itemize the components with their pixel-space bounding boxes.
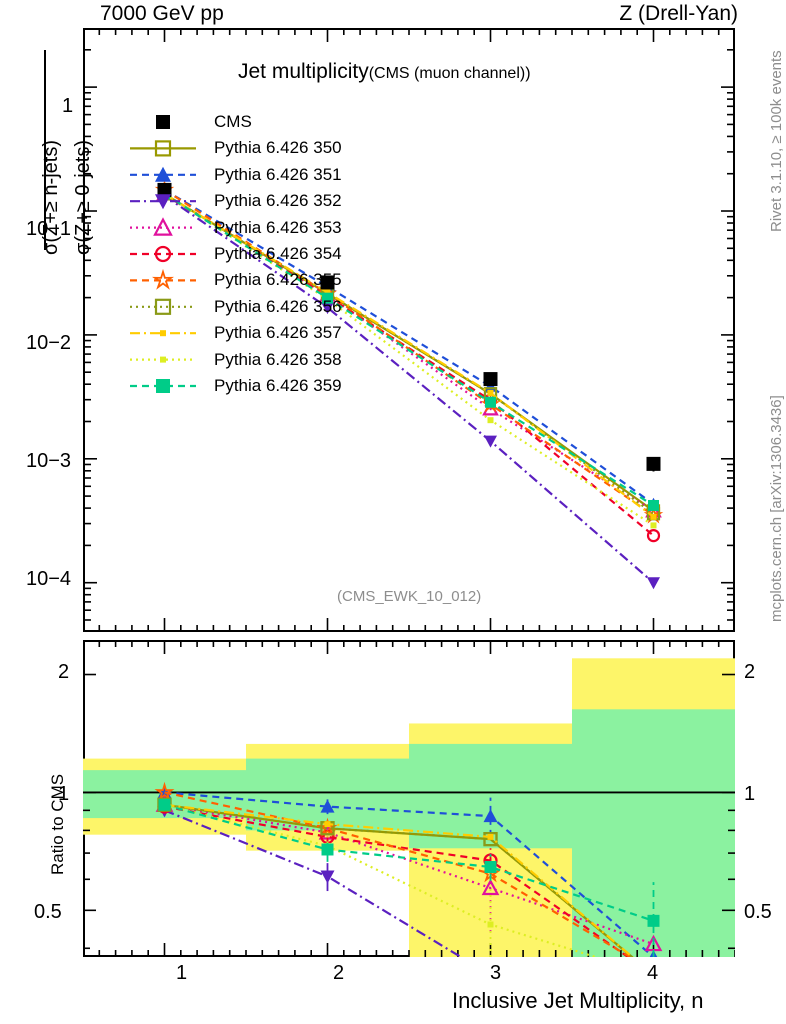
rivet-version-caption: Rivet 3.1.10, ≥ 100k events bbox=[768, 50, 785, 232]
main-panel-plot bbox=[83, 28, 735, 632]
legend-entry-9: Pythia 6.426 358 bbox=[214, 349, 342, 369]
fraction-bar bbox=[44, 50, 46, 250]
header-right: Z (Drell-Yan) bbox=[619, 2, 738, 25]
main-ylabel: σ(Z+≥ n-jets) σ(Z+≥ 0-jets) bbox=[10, 30, 94, 330]
ratio-xtick-1: 2 bbox=[333, 962, 345, 984]
main-ytick-2: 10−2 bbox=[26, 332, 72, 354]
header-left: 7000 GeV pp bbox=[100, 2, 224, 25]
ratio-xtick-2: 3 bbox=[490, 962, 502, 984]
legend-entry-10: Pythia 6.426 359 bbox=[214, 376, 342, 395]
legend-entry-5: Pythia 6.426 354 bbox=[214, 244, 342, 263]
ratio-ytick-right-1: 1 bbox=[744, 783, 756, 805]
ratio-ytick-left-1: 1 bbox=[58, 783, 70, 805]
legend-swatches bbox=[130, 115, 196, 393]
ratio-xlabel: Inclusive Jet Multiplicity, n bbox=[452, 988, 704, 1013]
analysis-watermark: (CMS_EWK_10_012) bbox=[337, 588, 482, 605]
legend-entry-3: Pythia 6.426 352 bbox=[214, 191, 342, 211]
legend-entry-6: Pythia 6.426 355 bbox=[214, 270, 342, 290]
ratio-panel-plot bbox=[83, 640, 735, 957]
legend-entry-0: CMS bbox=[214, 112, 252, 131]
legend-entry-4: Pythia 6.426 353 bbox=[214, 217, 342, 237]
main-ytick-4: 10−4 bbox=[26, 568, 72, 590]
main-ytick-1: 10−1 bbox=[26, 218, 72, 240]
legend-entry-1: Pythia 6.426 350 bbox=[214, 138, 342, 158]
ratio-xtick-0: 1 bbox=[176, 962, 188, 984]
legend-entry-8: Pythia 6.426 357 bbox=[214, 323, 342, 343]
legend-entry-7: Pythia 6.426 356 bbox=[214, 296, 342, 316]
main-ytick-3: 10−3 bbox=[26, 450, 72, 472]
ratio-ytick-left-2: 0.5 bbox=[34, 901, 62, 923]
main-title: Jet multiplicity(CMS (muon channel)) bbox=[238, 60, 531, 84]
legend-entry-2: Pythia 6.426 351 bbox=[214, 164, 342, 184]
ratio-ytick-left-0: 2 bbox=[58, 661, 70, 683]
ratio-xtick-3: 4 bbox=[647, 962, 659, 984]
main-title-text: Jet multiplicity bbox=[238, 60, 369, 83]
legend: CMS Pythia 6.426 350 Pythia 6.426 351 Pythi… bbox=[126, 108, 456, 398]
ratio-ytick-right-2: 0.5 bbox=[744, 901, 772, 923]
ratio-ytick-right-0: 2 bbox=[744, 661, 756, 683]
mcplots-caption: mcplots.cern.ch [arXiv:1306.3436] bbox=[768, 395, 785, 622]
main-ytick-0: 1 bbox=[62, 95, 74, 117]
main-title-suffix: (CMS (muon channel)) bbox=[368, 65, 531, 82]
